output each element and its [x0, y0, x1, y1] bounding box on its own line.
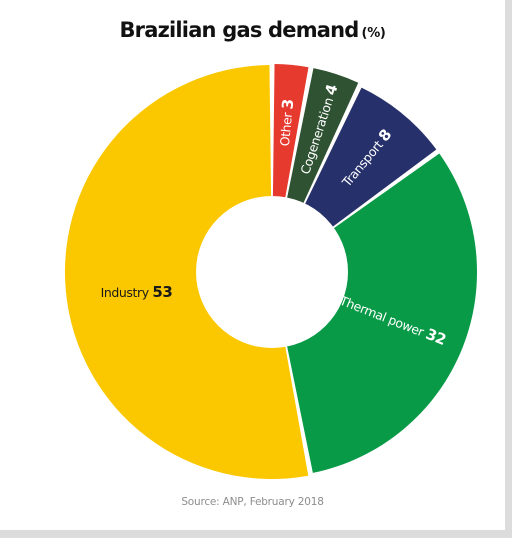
slice-industry [64, 65, 309, 480]
chart-title: Brazilian gas demand (%) [0, 18, 505, 42]
chart-source: Source: ANP, February 2018 [181, 496, 324, 508]
chart-slices [64, 64, 477, 480]
slice-value-text: 53 [152, 283, 172, 301]
donut-hole [196, 196, 348, 348]
slice-thermal-power [272, 153, 477, 473]
slice-label-industry: Industry 53 [101, 283, 173, 301]
chart-title-text: Brazilian gas demand [119, 18, 359, 42]
frame-bottom-border [0, 530, 512, 538]
slice-label-other: Other 3 [275, 98, 297, 147]
chart-title-unit: (%) [361, 26, 386, 41]
slice-category-text: Other [276, 109, 294, 147]
frame-right-border [505, 0, 512, 538]
slice-category-text: Industry [101, 285, 153, 300]
slice-value-text: 3 [278, 98, 297, 110]
